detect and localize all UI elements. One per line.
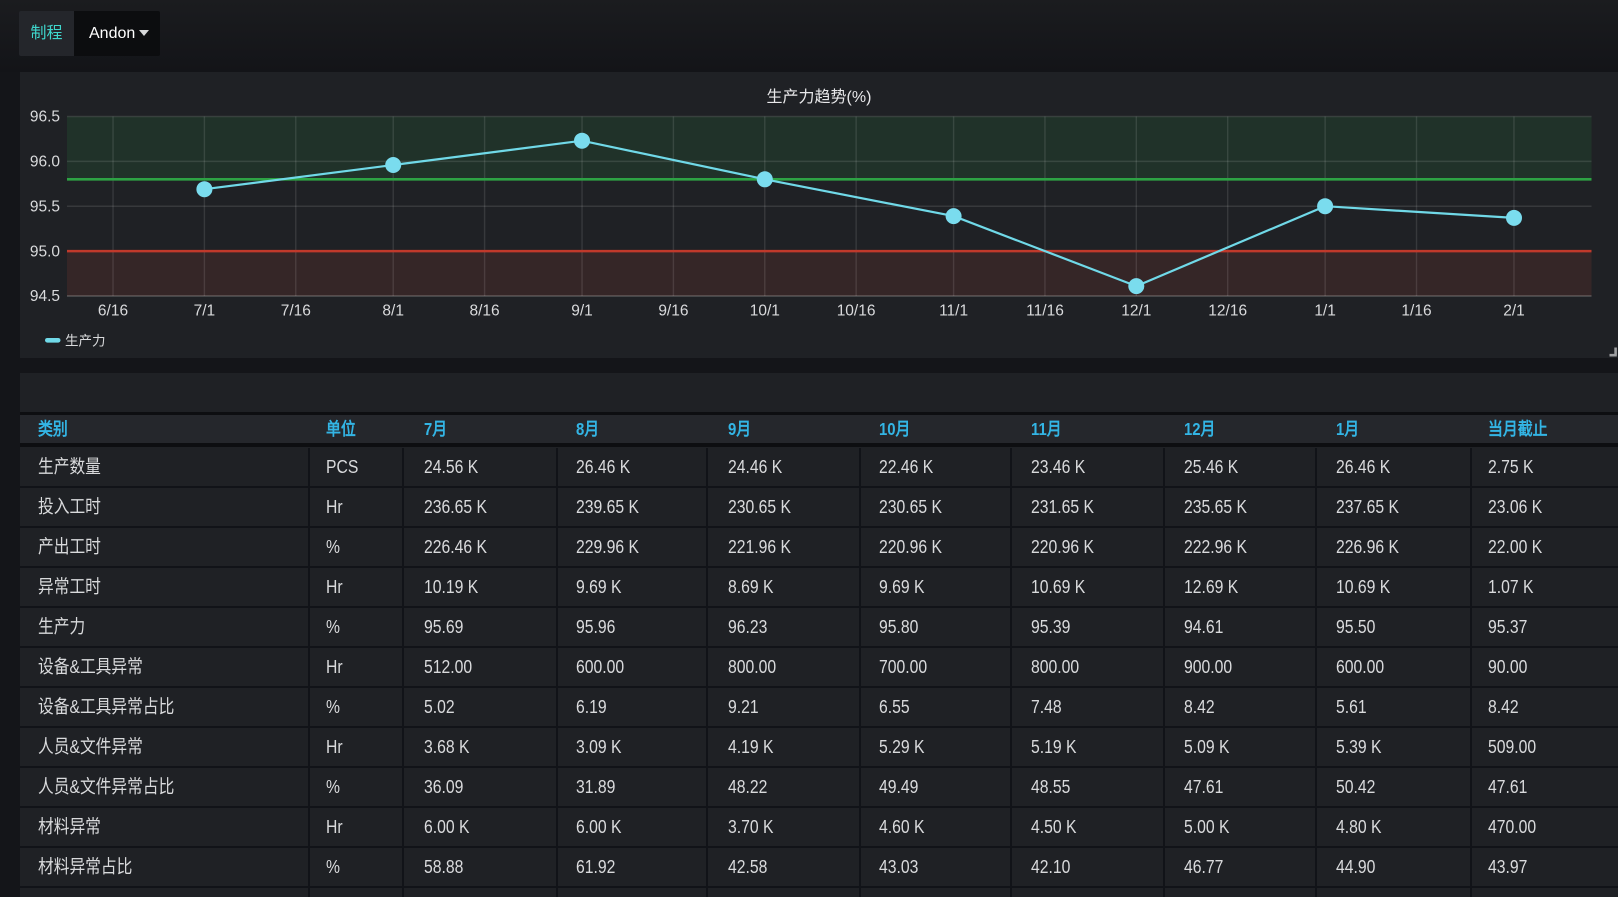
svg-text:7/1: 7/1 — [194, 303, 216, 320]
svg-text:10/1: 10/1 — [750, 303, 780, 320]
svg-text:11/1: 11/1 — [939, 303, 968, 320]
svg-text:6/16: 6/16 — [98, 303, 128, 320]
svg-text:8/16: 8/16 — [470, 303, 500, 320]
svg-text:生产力: 生产力 — [65, 334, 106, 349]
svg-text:9/1: 9/1 — [571, 303, 593, 320]
svg-text:12/16: 12/16 — [1208, 303, 1247, 320]
svg-text:96.0: 96.0 — [30, 154, 61, 171]
svg-text:95.0: 95.0 — [30, 243, 61, 260]
svg-text:1/1: 1/1 — [1314, 303, 1336, 320]
svg-text:1/16: 1/16 — [1401, 303, 1431, 320]
svg-text:8/1: 8/1 — [382, 303, 404, 320]
svg-text:2/1: 2/1 — [1503, 303, 1525, 320]
svg-text:94.5: 94.5 — [30, 288, 60, 305]
svg-text:11/16: 11/16 — [1026, 303, 1064, 320]
svg-text:96.5: 96.5 — [30, 109, 60, 126]
svg-text:7/16: 7/16 — [281, 303, 311, 320]
svg-text:10/16: 10/16 — [837, 303, 876, 320]
svg-text:9/16: 9/16 — [658, 303, 688, 320]
svg-text:12/1: 12/1 — [1121, 303, 1151, 320]
svg-text:95.5: 95.5 — [30, 198, 60, 215]
